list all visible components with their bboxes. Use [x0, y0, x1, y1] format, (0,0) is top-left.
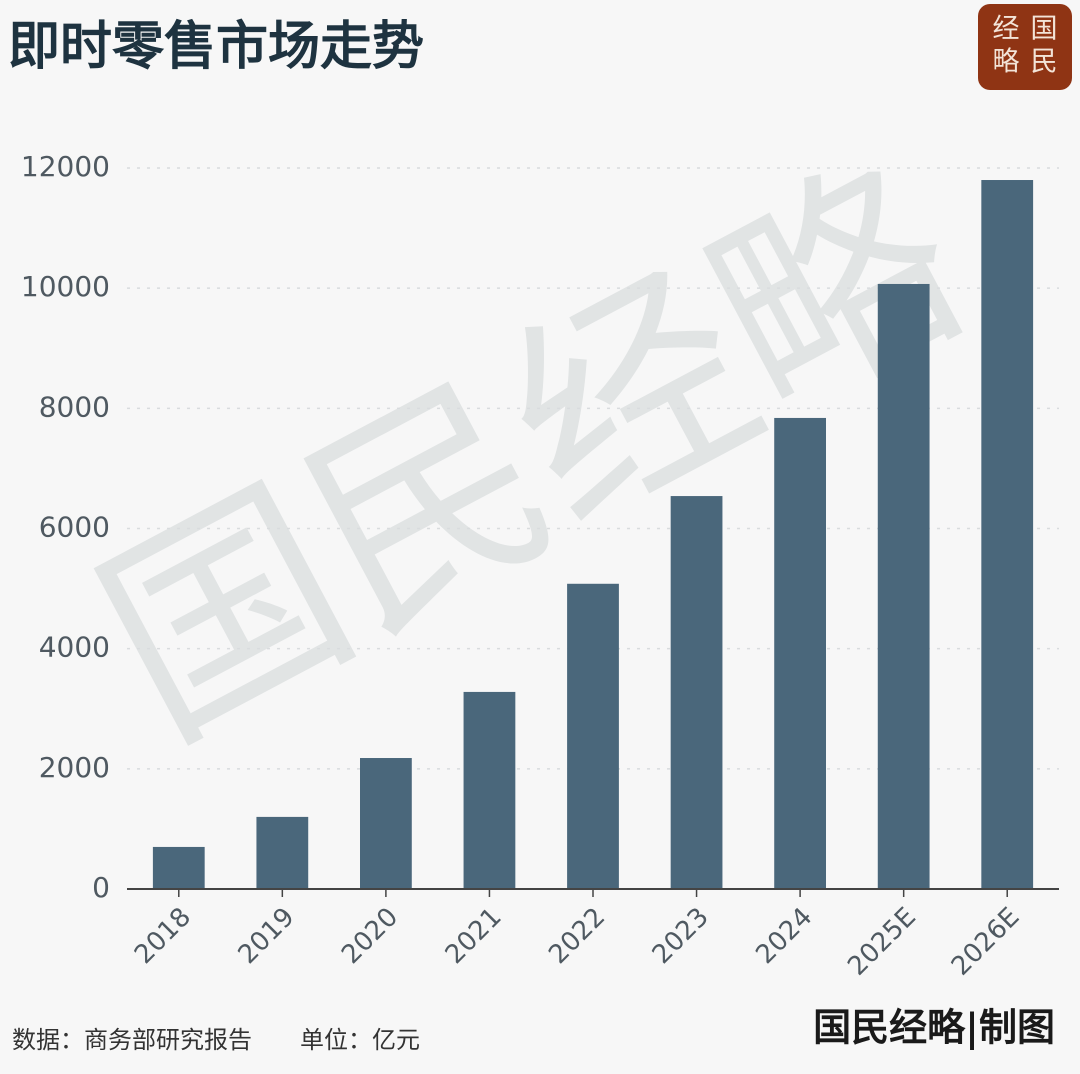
y-tick-label: 6000	[39, 511, 110, 544]
y-tick-label: 2000	[39, 751, 110, 784]
bar	[877, 283, 930, 890]
y-tick-label: 0	[92, 871, 110, 904]
bar	[774, 417, 826, 889]
y-tick-label: 10000	[21, 270, 110, 303]
y-tick-label: 8000	[39, 390, 110, 423]
bar	[256, 816, 309, 889]
y-tick-label: 12000	[21, 150, 110, 183]
bar	[152, 846, 205, 889]
source: 数据：商务部研究报告	[12, 1026, 252, 1054]
bar	[360, 758, 412, 889]
logo-char: 经	[993, 14, 1020, 45]
unit: 单位：亿元	[300, 1026, 420, 1054]
logo-box	[978, 4, 1072, 90]
bar	[981, 180, 1034, 889]
bar	[670, 496, 723, 889]
bar	[463, 691, 516, 889]
bar	[567, 583, 619, 889]
credit: 国民经略|制图	[813, 1005, 1055, 1050]
logo-char: 民	[1031, 47, 1058, 78]
y-tick-label: 4000	[39, 631, 110, 664]
logo-char: 国	[1031, 14, 1058, 45]
chart-title: 即时零售市场走势	[8, 17, 424, 77]
logo-char: 略	[993, 47, 1020, 78]
